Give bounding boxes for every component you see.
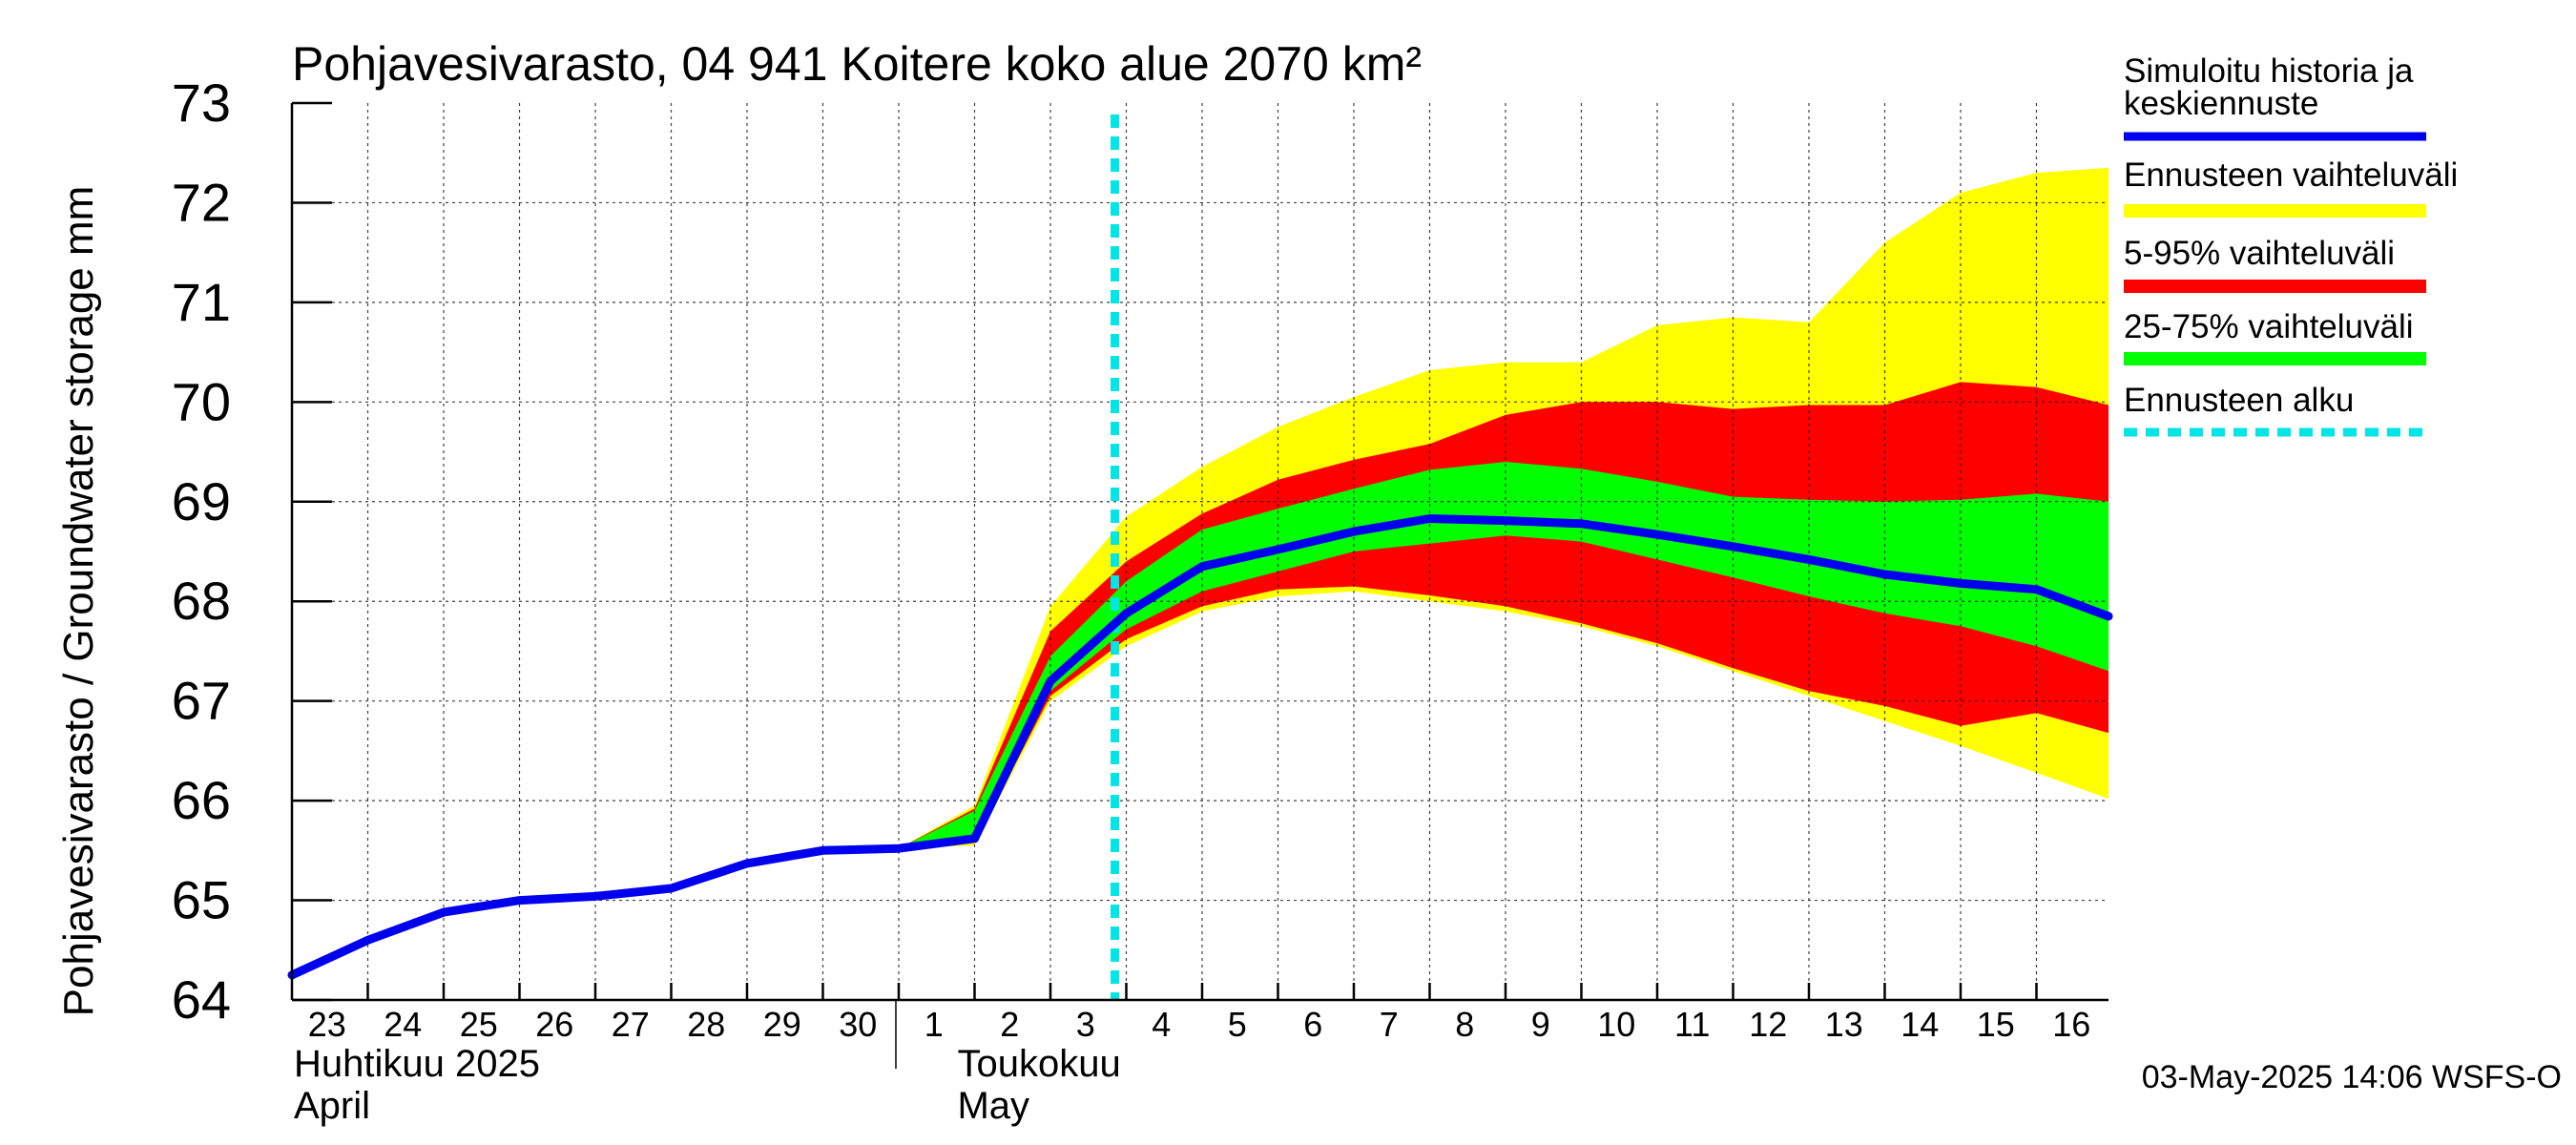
x-tick-label: 23	[308, 1005, 346, 1044]
x-tick-label: 26	[535, 1005, 573, 1044]
x-tick-label: 7	[1380, 1005, 1399, 1044]
x-tick-label: 10	[1597, 1005, 1635, 1044]
y-tick-label: 65	[172, 870, 231, 930]
x-tick-label: 2	[1000, 1005, 1019, 1044]
month-label-fi: Toukokuu	[957, 1043, 1120, 1085]
y-tick-label: 69	[172, 471, 231, 531]
y-tick-label: 73	[172, 73, 231, 133]
x-tick-labels: 23 24 25 26 27 28 29 30 1 2 3 4 5 6 7 8 9 10 11 12 13 14 15 16	[308, 1005, 2091, 1044]
x-tick-label: 3	[1076, 1005, 1095, 1044]
x-tick-label: 13	[1825, 1005, 1863, 1044]
y-tick-labels: 64 65 66 67 68 69 70 71 72 73	[172, 73, 231, 1030]
x-tick-label: 25	[460, 1005, 498, 1044]
x-tick-label: 12	[1749, 1005, 1787, 1044]
timestamp: 03-May-2025 14:06 WSFS-O	[2142, 1059, 2562, 1095]
y-tick-label: 68	[172, 571, 231, 631]
y-tick-label: 71	[172, 272, 231, 332]
month-label-fi: Huhtikuu 2025	[294, 1043, 540, 1085]
chart-title: Pohjavesivarasto, 04 941 Koitere koko al…	[292, 37, 1422, 91]
y-tick-label: 67	[172, 671, 231, 731]
x-tick-label: 24	[384, 1005, 422, 1044]
series-line-0	[287, 514, 2113, 980]
legend-label: 5-95% vaihteluväli	[2124, 235, 2395, 272]
band-2	[899, 382, 2109, 849]
x-tick-label: 28	[687, 1005, 725, 1044]
legend-label: 25-75% vaihteluväli	[2124, 308, 2414, 345]
series-lines	[287, 114, 2113, 1000]
x-tick-label: 8	[1455, 1005, 1474, 1044]
y-tick-label: 64	[172, 969, 231, 1030]
x-tick-label: 14	[1901, 1005, 1939, 1044]
legend-label: Simuloitu historia ja	[2124, 52, 2414, 90]
x-tick-label: 9	[1531, 1005, 1550, 1044]
x-tick-label: 11	[1674, 1005, 1710, 1044]
y-axis-label: Pohjavesivarasto / Groundwater storage m…	[55, 186, 102, 1017]
y-tick-label: 72	[172, 172, 231, 232]
month-label-en: May	[957, 1085, 1029, 1127]
x-tick-label: 5	[1228, 1005, 1247, 1044]
x-tick-label: 16	[2052, 1005, 2090, 1044]
legend-label: keskiennuste	[2124, 85, 2318, 122]
y-tick-label: 70	[172, 371, 231, 431]
legend-label: Ennusteen vaihteluväli	[2124, 156, 2458, 194]
x-tick-label: 30	[839, 1005, 877, 1044]
x-tick-label: 6	[1303, 1005, 1322, 1044]
x-tick-label: 27	[612, 1005, 650, 1044]
chart-axes	[290, 101, 2109, 1069]
x-tick-label: 15	[1977, 1005, 2015, 1044]
x-tick-label: 1	[924, 1005, 944, 1044]
x-tick-label: 29	[763, 1005, 801, 1044]
y-tick-label: 66	[172, 770, 231, 830]
legend-label: Ennusteen alku	[2124, 382, 2354, 419]
month-label-en: April	[294, 1085, 370, 1127]
x-tick-label: 4	[1152, 1005, 1171, 1044]
